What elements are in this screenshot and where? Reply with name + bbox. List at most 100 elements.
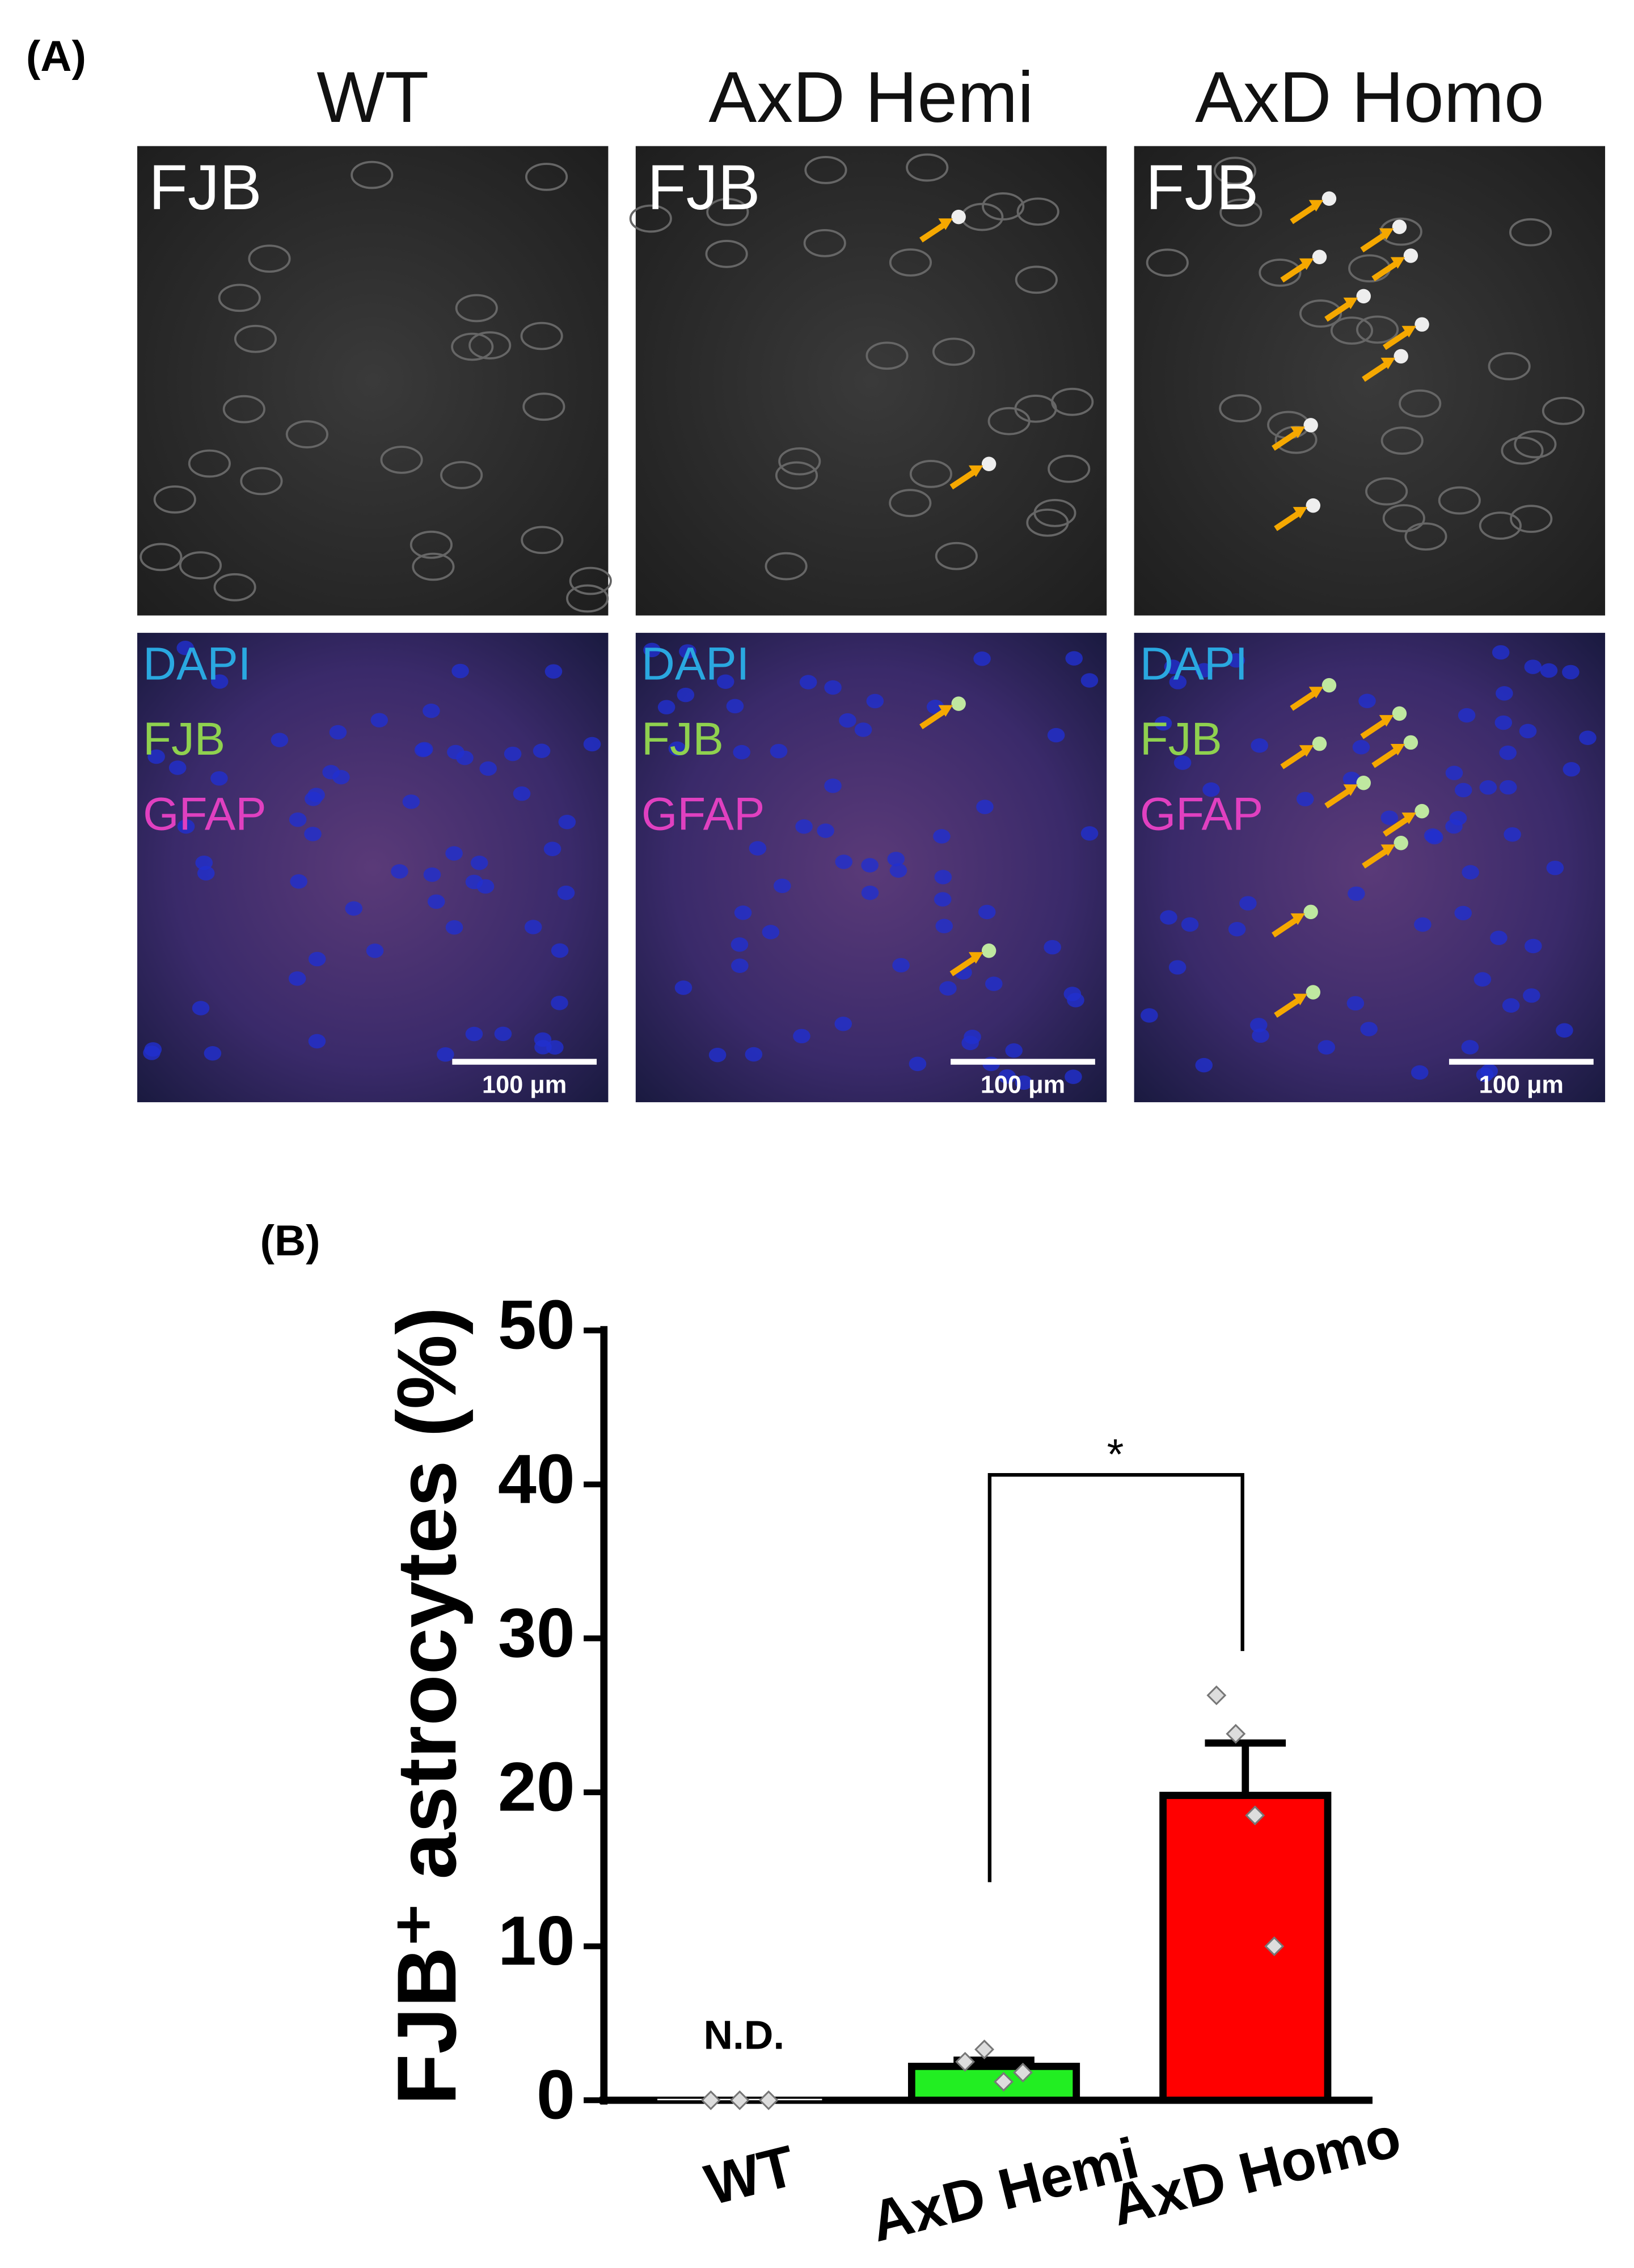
nucleus	[1080, 673, 1099, 688]
nucleus	[770, 743, 788, 759]
nucleus	[1414, 917, 1432, 932]
nucleus	[892, 958, 910, 973]
nucleus	[147, 749, 165, 764]
cell-outline	[1404, 522, 1447, 551]
column-title: AxD Hemi	[708, 57, 1033, 137]
arrow-head	[1379, 228, 1394, 240]
nucleus	[1141, 1008, 1158, 1023]
arrow	[919, 220, 949, 243]
cell-outline	[179, 551, 222, 579]
nucleus	[976, 799, 994, 814]
nucleus	[195, 855, 213, 870]
nucleus	[935, 919, 953, 933]
micrograph-merge	[137, 633, 609, 1102]
nucleus	[1462, 865, 1479, 880]
nucleus	[524, 920, 542, 934]
nucleus	[543, 841, 561, 857]
cell-outline	[188, 449, 231, 478]
cell-outline	[1259, 259, 1302, 287]
arrow	[1383, 328, 1412, 350]
nucleus	[551, 996, 568, 1010]
nucleus	[985, 976, 1003, 991]
cell-outline	[935, 541, 978, 570]
nucleus	[861, 858, 879, 873]
nucleus	[1524, 659, 1542, 674]
nucleus	[909, 1056, 927, 1072]
cell-outline	[380, 446, 423, 474]
nucleus	[964, 1030, 981, 1044]
nucleus	[1496, 686, 1513, 701]
nucleus	[1504, 827, 1521, 842]
nucleus	[557, 885, 575, 900]
nucleus	[1490, 930, 1508, 945]
fjb-cell	[1303, 904, 1318, 920]
nucleus	[1458, 708, 1476, 723]
channel-label: DAPI	[143, 638, 251, 690]
nucleus	[290, 874, 307, 889]
fjb-cell	[1306, 985, 1320, 1000]
fjb-cell	[951, 696, 966, 711]
cell-outline	[409, 530, 453, 559]
data-point	[1264, 1936, 1285, 1957]
nucleus	[1065, 1069, 1082, 1084]
nucleus	[1252, 1028, 1269, 1043]
nucleus	[1063, 987, 1082, 1001]
cell-outline	[569, 566, 612, 595]
nucleus	[926, 700, 944, 714]
arrow	[919, 707, 949, 730]
nucleus	[1348, 886, 1365, 901]
nucleus	[1445, 765, 1463, 781]
nucleus	[423, 703, 440, 718]
nucleus	[1494, 715, 1513, 730]
nucleus	[1519, 723, 1537, 739]
nucleus	[1479, 780, 1497, 795]
nucleus	[1524, 938, 1542, 954]
nucleus	[445, 920, 463, 935]
nucleus	[1239, 896, 1257, 911]
nucleus	[1563, 762, 1581, 777]
channel-label: FJB	[149, 152, 261, 223]
cell-outline	[1213, 156, 1257, 185]
nucleus	[1250, 1018, 1268, 1033]
data-point	[955, 2051, 976, 2072]
nucleus	[583, 737, 601, 752]
nucleus	[447, 744, 465, 760]
nucleus	[305, 792, 322, 806]
panel-label: (B)	[260, 1217, 320, 1265]
fjb-cell	[1415, 803, 1429, 819]
nucleus	[1556, 1023, 1573, 1038]
cell-outline	[865, 341, 909, 370]
nucleus	[345, 901, 363, 916]
bar	[907, 2063, 1080, 2104]
nucleus	[271, 733, 289, 747]
cell-outline	[1501, 436, 1544, 465]
nucleus	[177, 819, 195, 834]
y-tick-label: 40	[498, 1440, 575, 1517]
cell-outline	[522, 392, 565, 421]
data-point	[700, 2090, 721, 2110]
arrow-head	[968, 952, 983, 964]
nucleus	[176, 641, 195, 655]
cell-outline	[222, 395, 265, 424]
fjb-cell	[1321, 191, 1337, 206]
data-point	[1013, 2062, 1033, 2083]
cell-outline	[1488, 352, 1531, 380]
nucleus	[1173, 755, 1192, 770]
nucleus	[551, 943, 569, 958]
nucleus	[1005, 1043, 1023, 1058]
arrow-head	[1343, 297, 1358, 310]
channel-label: GFAP	[641, 789, 765, 840]
nucleus	[1473, 972, 1492, 987]
y-tick-label: 30	[498, 1594, 575, 1672]
arrow	[1272, 428, 1301, 451]
cell-outline	[1048, 455, 1091, 483]
nucleus	[1411, 1065, 1429, 1080]
cell-outline	[1015, 265, 1058, 294]
arrow-head	[1390, 743, 1405, 756]
fjb-cell	[1303, 418, 1318, 433]
cell-outline	[140, 543, 183, 572]
nucleus	[834, 1017, 852, 1031]
nucleus	[288, 971, 306, 986]
nucleus	[391, 864, 408, 879]
